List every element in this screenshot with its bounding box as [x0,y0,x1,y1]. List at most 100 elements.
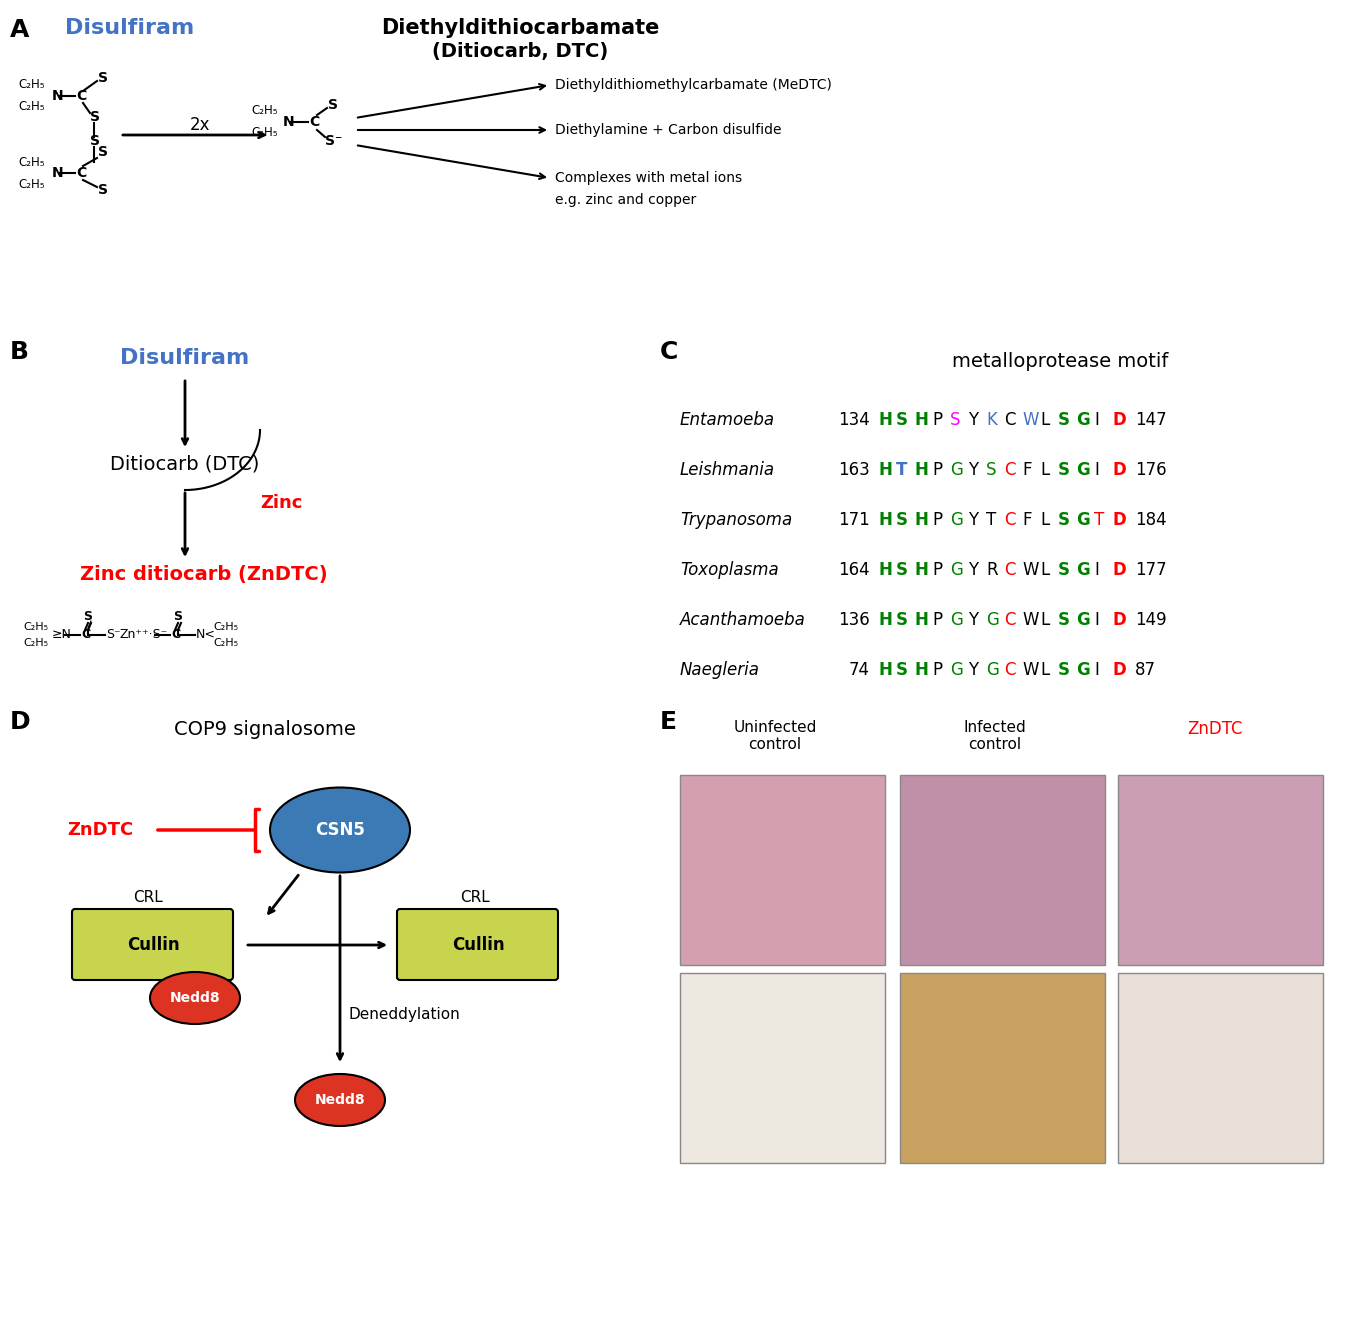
Text: Y: Y [968,511,979,529]
Text: Cullin: Cullin [452,935,505,954]
Text: H: H [878,561,892,578]
Bar [680,774,886,965]
Text: W: W [1022,561,1038,578]
Text: S: S [99,145,108,158]
Text: S: S [896,511,909,529]
Text: D: D [1112,662,1126,679]
Text: Diethylamine + Carbon disulfide: Diethylamine + Carbon disulfide [555,123,782,137]
Text: Y: Y [968,611,979,629]
Text: S: S [84,611,93,624]
Text: I: I [1094,411,1099,429]
Ellipse shape [150,972,240,1024]
FancyBboxPatch shape [397,909,558,980]
Text: C₂H₅: C₂H₅ [23,637,49,648]
Text: G: G [950,511,963,529]
Text: W: W [1022,411,1038,429]
Text: G: G [950,611,963,629]
Text: Trypanosoma: Trypanosoma [680,511,792,529]
Text: D: D [1112,611,1126,629]
Text: S: S [1058,462,1071,479]
Text: Diethyldithiocarbamate: Diethyldithiocarbamate [381,17,659,38]
Text: 87: 87 [1135,662,1156,679]
Text: Y: Y [968,662,979,679]
Text: S: S [90,134,100,148]
Text: C: C [1004,411,1015,429]
Text: S: S [1058,662,1071,679]
Text: Cullin: Cullin [127,935,180,954]
Text: Entamoeba: Entamoeba [680,411,775,429]
Text: F: F [1022,462,1031,479]
Text: G: G [1076,611,1089,629]
Text: COP9 signalosome: COP9 signalosome [174,721,356,739]
Text: H: H [914,662,927,679]
Text: ZnDTC: ZnDTC [68,821,134,839]
Text: S: S [99,71,108,85]
Text: N: N [53,89,63,103]
Text: P: P [931,662,942,679]
Text: C₂H₅: C₂H₅ [213,637,238,648]
Text: C: C [1004,561,1015,578]
Text: 164: 164 [838,561,869,578]
Text: P: P [931,462,942,479]
Text: G: G [950,462,963,479]
Text: C₂H₅: C₂H₅ [23,621,49,632]
Text: Deneddylation: Deneddylation [348,1008,460,1023]
FancyBboxPatch shape [72,909,234,980]
Text: S: S [90,110,100,123]
Text: H: H [878,662,892,679]
Text: H: H [878,462,892,479]
Text: 2x: 2x [190,115,211,134]
Text: I: I [1094,611,1099,629]
Text: S: S [896,611,909,629]
Text: S: S [1058,411,1071,429]
Text: 147: 147 [1135,411,1166,429]
Text: 74: 74 [849,662,869,679]
Text: S: S [99,183,108,197]
Text: L: L [1040,561,1049,578]
Text: D: D [1112,411,1126,429]
Text: S⁻: S⁻ [107,628,120,641]
Text: (Ditiocarb, DTC): (Ditiocarb, DTC) [432,42,608,60]
Bar [1118,973,1323,1164]
Text: C: C [1004,662,1015,679]
Text: e.g. zinc and copper: e.g. zinc and copper [555,193,697,207]
Text: C: C [309,115,319,129]
Text: H: H [914,511,927,529]
Text: P: P [931,611,942,629]
Text: C₂H₅: C₂H₅ [19,156,45,169]
Text: S: S [950,411,960,429]
Text: C: C [660,340,678,364]
Text: D: D [9,710,31,734]
Text: S⁻: S⁻ [325,134,343,148]
Text: C₂H₅: C₂H₅ [251,126,278,140]
Text: C₂H₅: C₂H₅ [251,105,278,118]
Text: C: C [1004,611,1015,629]
Text: G: G [1076,462,1089,479]
Bar [1118,774,1323,965]
Text: C: C [76,166,86,180]
Text: L: L [1040,662,1049,679]
Text: C₂H₅: C₂H₅ [19,78,45,91]
Text: S: S [1058,511,1071,529]
Text: 149: 149 [1135,611,1166,629]
Text: Disulfiram: Disulfiram [65,17,194,38]
Text: Zinc ditiocarb (ZnDTC): Zinc ditiocarb (ZnDTC) [80,565,328,584]
Text: I: I [1094,561,1099,578]
Text: Uninfected
control: Uninfected control [733,721,817,753]
Text: CSN5: CSN5 [315,821,364,839]
Text: Y: Y [968,561,979,578]
Text: H: H [914,561,927,578]
Text: S: S [896,411,909,429]
Text: I: I [1094,462,1099,479]
Text: Y: Y [968,411,979,429]
Text: C₂H₅: C₂H₅ [19,177,45,191]
Text: L: L [1040,411,1049,429]
Ellipse shape [270,788,410,872]
Text: P: P [931,411,942,429]
Text: G: G [1076,511,1089,529]
Text: Infected
control: Infected control [964,721,1026,753]
Text: CRL: CRL [134,891,163,906]
Text: C: C [81,628,90,641]
Text: F: F [1022,511,1031,529]
Ellipse shape [296,1074,385,1126]
